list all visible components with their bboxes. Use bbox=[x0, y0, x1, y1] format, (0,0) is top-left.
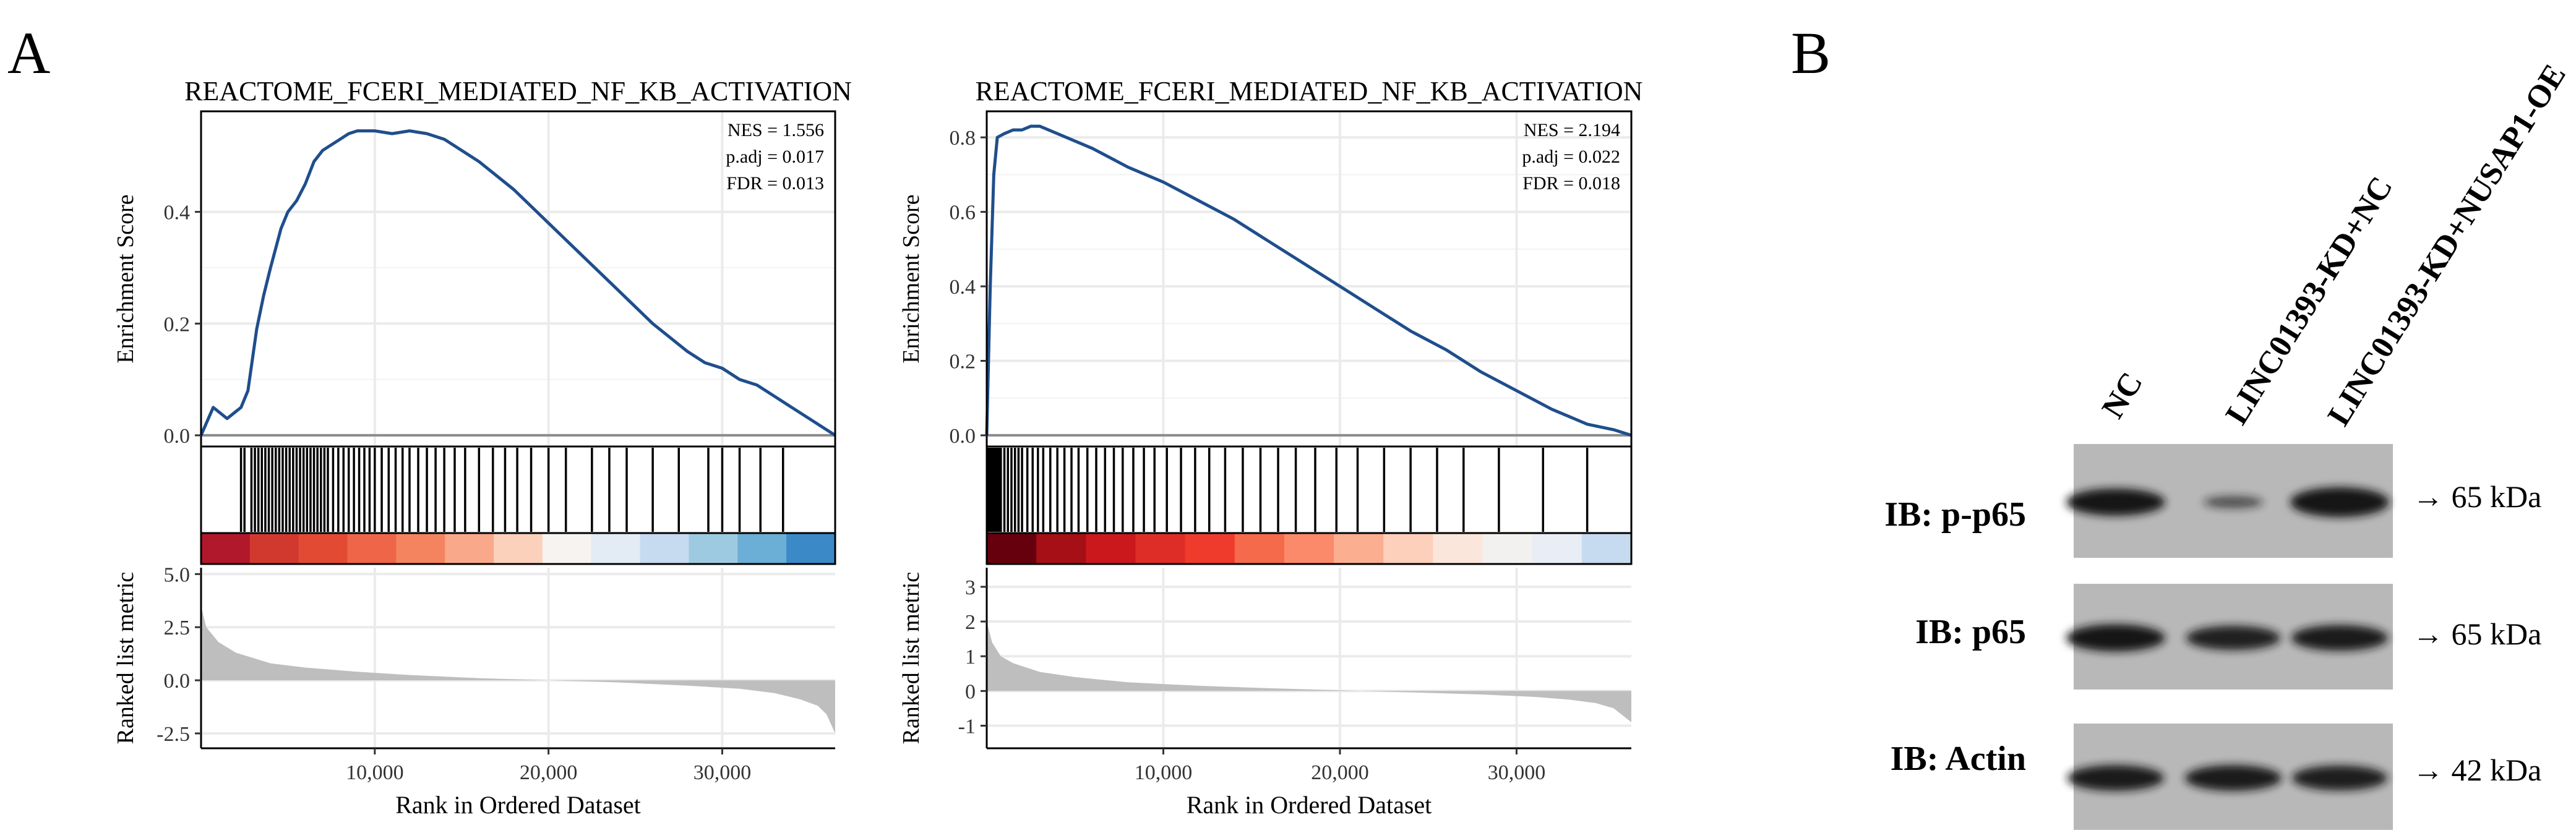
blot-size-label: → 65 kDa bbox=[2413, 617, 2541, 651]
y-axis-label: Enrichment Score bbox=[113, 194, 139, 363]
rm-y-tick-label: 0 bbox=[965, 680, 976, 703]
rm-y-tick-label: 2.5 bbox=[164, 617, 191, 639]
western-blot: NC LINC01393-KD+NCLINC01393-KD+NUSAP1-OEI… bbox=[1884, 58, 2573, 830]
panel-label-a: A bbox=[7, 20, 50, 86]
stat-padj: p.adj = 0.017 bbox=[726, 147, 824, 167]
rm-y-tick-label: -2.5 bbox=[157, 723, 190, 746]
ranked-metric-area bbox=[201, 605, 835, 733]
blot-band bbox=[2186, 625, 2281, 651]
x-axis-label: Rank in Ordered Dataset bbox=[1187, 791, 1432, 819]
rank-heat-segment bbox=[1581, 533, 1632, 564]
rm-y-tick-label: 5.0 bbox=[164, 563, 191, 586]
rank-heat-segment bbox=[689, 533, 739, 564]
rank-heat-segment bbox=[737, 533, 788, 564]
ranked-metric-area bbox=[987, 622, 1631, 722]
rank-heat-segment bbox=[298, 533, 348, 564]
rank-heat-segment bbox=[1086, 533, 1136, 564]
rm-y-tick-label: 2 bbox=[965, 611, 976, 634]
blot-band bbox=[2066, 489, 2165, 516]
y-axis-label: Enrichment Score bbox=[898, 194, 924, 363]
x-tick-label: 10,000 bbox=[346, 761, 404, 784]
panel-label-b: B bbox=[1791, 20, 1831, 86]
x-axis-label: Rank in Ordered Dataset bbox=[395, 791, 641, 819]
enrichment-score-line bbox=[199, 129, 836, 437]
blot-row-label: IB: p65 bbox=[1915, 613, 2026, 651]
y-tick-label: 0.0 bbox=[950, 425, 976, 448]
rm-y-tick-label: -1 bbox=[958, 716, 976, 738]
blot-band bbox=[2291, 625, 2389, 651]
rank-heat-segment bbox=[249, 533, 299, 564]
chart-title: REACTOME_FCERI_MEDIATED_NF_KB_ACTIVATION bbox=[184, 76, 852, 106]
rank-heat-segment bbox=[396, 533, 446, 564]
chart-title: REACTOME_FCERI_MEDIATED_NF_KB_ACTIVATION bbox=[976, 76, 1643, 106]
rank-heat-segment bbox=[786, 533, 836, 564]
blot-row-label: IB: p-p65 bbox=[1884, 495, 2026, 534]
gsea-plot-2: REACTOME_FCERI_MEDIATED_NF_KB_ACTIVATION… bbox=[898, 76, 1642, 819]
lane-label: NC bbox=[2095, 366, 2150, 424]
y-tick-label: 0.6 bbox=[950, 202, 976, 224]
blot-band bbox=[2184, 765, 2282, 791]
rank-heat-segment bbox=[1284, 533, 1335, 564]
rank-heat-segment bbox=[1532, 533, 1582, 564]
y-tick-label: 0.8 bbox=[950, 127, 976, 150]
x-tick-label: 30,000 bbox=[693, 761, 752, 784]
x-tick-label: 30,000 bbox=[1488, 761, 1546, 784]
rm-y-tick-label: 0.0 bbox=[164, 670, 191, 693]
y-tick-label: 0.0 bbox=[164, 425, 191, 448]
blot-row-label: IB: Actin bbox=[1891, 740, 2026, 778]
rank-heat-segment bbox=[1334, 533, 1385, 564]
blot-size-label: → 42 kDa bbox=[2413, 753, 2541, 787]
rank-heat-segment bbox=[494, 533, 543, 564]
heat-strip-frame bbox=[985, 532, 1633, 565]
heat-strip-frame bbox=[200, 532, 836, 565]
rank-heat-segment bbox=[1135, 533, 1186, 564]
rm-y-axis-label: Ranked list metric bbox=[898, 572, 924, 745]
rank-heat-segment bbox=[640, 533, 690, 564]
blot-band bbox=[2203, 496, 2264, 508]
rank-heat-segment bbox=[1433, 533, 1483, 564]
rank-heat-segment bbox=[1482, 533, 1533, 564]
rank-heat-segment bbox=[347, 533, 397, 564]
blot-band bbox=[2290, 487, 2389, 518]
rank-heat-segment bbox=[987, 533, 1037, 564]
enrichment-score-line bbox=[985, 124, 1632, 437]
rank-heat-segment bbox=[445, 533, 495, 564]
stat-fdr: FDR = 0.013 bbox=[726, 173, 824, 194]
rm-y-tick-label: 1 bbox=[965, 646, 976, 669]
rank-heat-segment bbox=[1383, 533, 1434, 564]
rm-y-axis-label: Ranked list metric bbox=[113, 572, 139, 745]
rm-y-tick-label: 3 bbox=[965, 576, 976, 599]
blot-band bbox=[2067, 765, 2165, 791]
blot-band bbox=[2066, 624, 2165, 652]
y-tick-label: 0.2 bbox=[950, 350, 976, 373]
y-tick-label: 0.4 bbox=[950, 276, 976, 299]
x-tick-label: 20,000 bbox=[520, 761, 578, 784]
stat-nes: NES = 1.556 bbox=[728, 120, 824, 140]
y-tick-label: 0.2 bbox=[164, 313, 191, 336]
gsea-plot-1: REACTOME_FCERI_MEDIATED_NF_KB_ACTIVATION… bbox=[113, 76, 852, 819]
stat-nes: NES = 2.194 bbox=[1524, 120, 1620, 140]
rank-heat-segment bbox=[542, 533, 592, 564]
stat-padj: p.adj = 0.022 bbox=[1522, 147, 1620, 167]
blot-band bbox=[2291, 765, 2388, 791]
rank-heat-segment bbox=[201, 533, 251, 564]
x-tick-label: 10,000 bbox=[1135, 761, 1193, 784]
rank-heat-segment bbox=[1234, 533, 1285, 564]
rank-heat-segment bbox=[1185, 533, 1235, 564]
stat-fdr: FDR = 0.018 bbox=[1522, 173, 1620, 194]
y-tick-label: 0.4 bbox=[164, 202, 191, 224]
rank-heat-segment bbox=[591, 533, 641, 564]
blot-size-label: → 65 kDa bbox=[2413, 479, 2541, 514]
x-tick-label: 20,000 bbox=[1311, 761, 1369, 784]
rank-heat-segment bbox=[1036, 533, 1087, 564]
